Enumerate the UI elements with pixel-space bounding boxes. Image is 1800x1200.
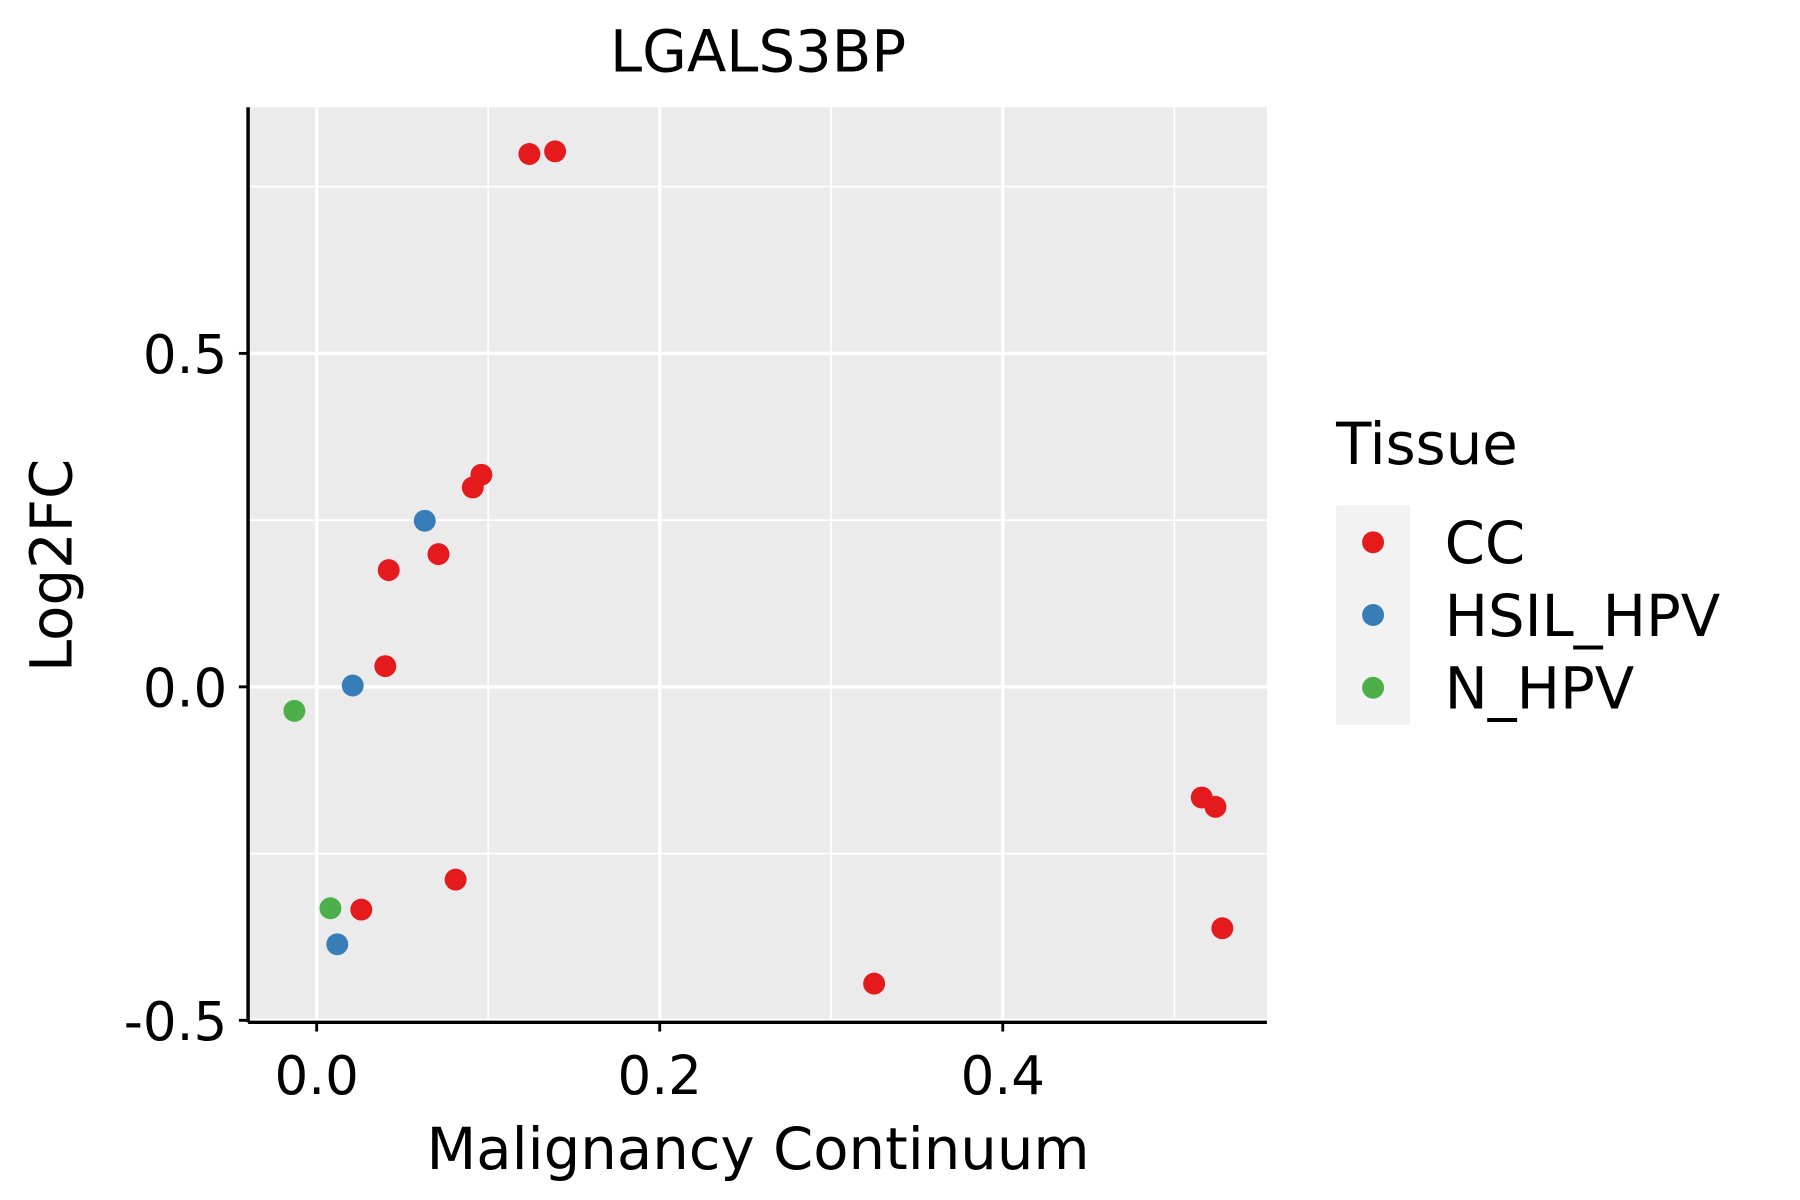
plot-panel [248,107,1267,1023]
y-axis-label: Log2FC [18,459,86,672]
data-point-cc [1204,795,1227,818]
data-points [283,140,1234,995]
chart-title: LGALS3BP [610,18,906,86]
y-tick-label: 0.5 [143,324,227,386]
legend-key-hsil-hpv [1362,604,1385,626]
data-point-hsil-hpv [413,509,436,532]
x-axis-label: Malignancy Continuum [427,1115,1090,1183]
data-point-cc [374,655,397,678]
y-tick-label: 0.0 [143,657,227,719]
legend-label: N_HPV [1445,654,1635,722]
data-point-cc [863,972,886,995]
axis-ticks: 0.0 0.2 0.4 -0.5 0.0 0.5 [124,324,1045,1107]
legend-key-cc [1362,531,1385,554]
legend-label: CC [1445,509,1526,577]
data-point-n-hpv [283,699,306,722]
data-point-cc [444,868,467,891]
data-point-cc [461,476,484,499]
data-point-cc [377,559,400,582]
x-tick-label: 0.0 [274,1045,358,1107]
data-point-cc [518,143,541,165]
gridlines [248,107,1267,1023]
data-point-hsil-hpv [341,674,364,697]
data-point-cc [350,898,373,921]
legend-title: Tissue [1335,410,1518,478]
data-point-n-hpv [319,897,342,920]
legend-label: HSIL_HPV [1445,582,1721,650]
x-tick-label: 0.2 [618,1045,702,1107]
data-point-cc [427,543,450,566]
data-point-cc [544,140,567,163]
legend-key-n-hpv [1362,676,1385,699]
y-tick-label: -0.5 [124,991,228,1053]
data-point-hsil-hpv [326,933,349,956]
data-point-cc [1211,917,1234,940]
x-tick-label: 0.4 [961,1045,1045,1107]
